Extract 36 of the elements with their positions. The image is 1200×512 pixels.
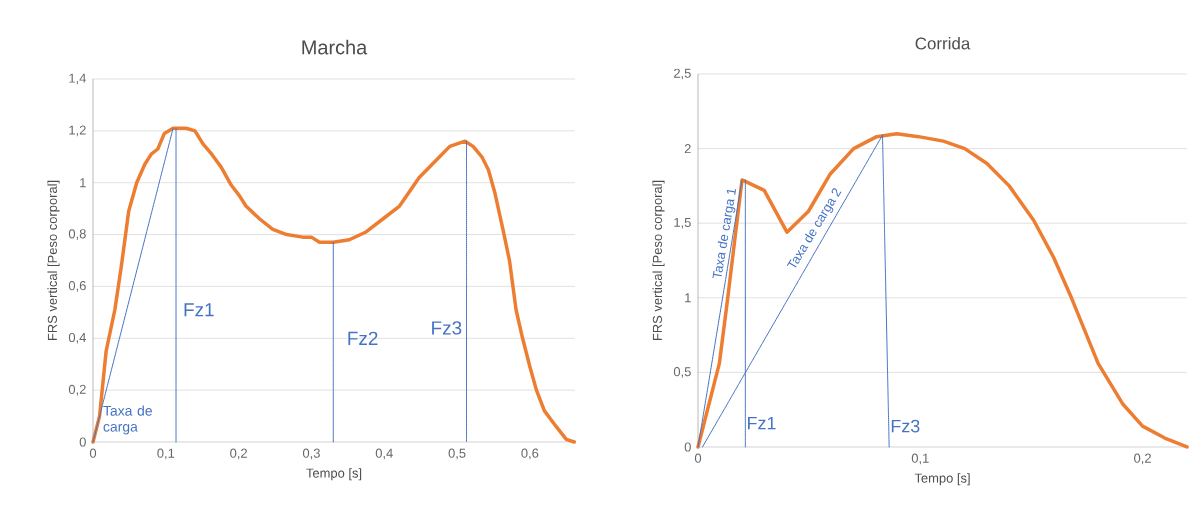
chart-title: Marcha [302,39,368,55]
annotation: Taxa de carga [103,405,152,435]
y-tick-label: 2,5 [674,68,691,80]
x-tick-label: 0,2 [1134,453,1151,465]
chart-title: Corrida [915,37,971,50]
y-tick-label: 1,5 [674,217,691,229]
annotation: Taxa de carga 1 [712,189,737,279]
x-axis-title: Tempo [s] [914,473,970,486]
x-tick-label: 0,4 [375,448,393,460]
x-tick-label: 0 [694,453,702,463]
annotation: Fz1 [748,416,776,430]
y-tick-label: 1 [685,293,691,303]
x-tick-label: 0,6 [521,448,539,460]
y-tick-label: 1,4 [69,73,86,85]
y-tick-label: 0,2 [68,384,86,396]
x-tick-label: 0,2 [230,448,247,460]
y-tick-label: 0,5 [673,367,691,378]
y-tick-label: 2 [684,144,691,154]
y-tick-label: 0,4 [68,332,86,344]
y-axis-title: FRS vertical [Peso corporal] [652,180,665,341]
x-tick-label: 0,1 [911,453,929,465]
x-tick-label: 0,3 [302,448,320,460]
x-tick-label: 0,5 [448,448,466,460]
y-tick-label: 1,2 [69,125,86,137]
annotation: Fz3 [891,419,920,433]
y-tick-label: 0,6 [68,281,86,292]
x-tick-label: 0,1 [157,448,175,460]
x-axis-title: Tempo [s] [306,468,362,481]
annotation: Fz2 [348,331,378,345]
annotation: Fz1 [184,303,214,317]
y-tick-label: 0,8 [68,229,86,240]
x-tick-label: 0 [89,448,97,458]
y-tick-label: 1 [80,178,86,188]
annotation: Fz3 [432,321,462,335]
y-tick-label: 0 [79,437,86,447]
y-axis-title: FRS vertical [Peso corporal] [47,180,60,341]
